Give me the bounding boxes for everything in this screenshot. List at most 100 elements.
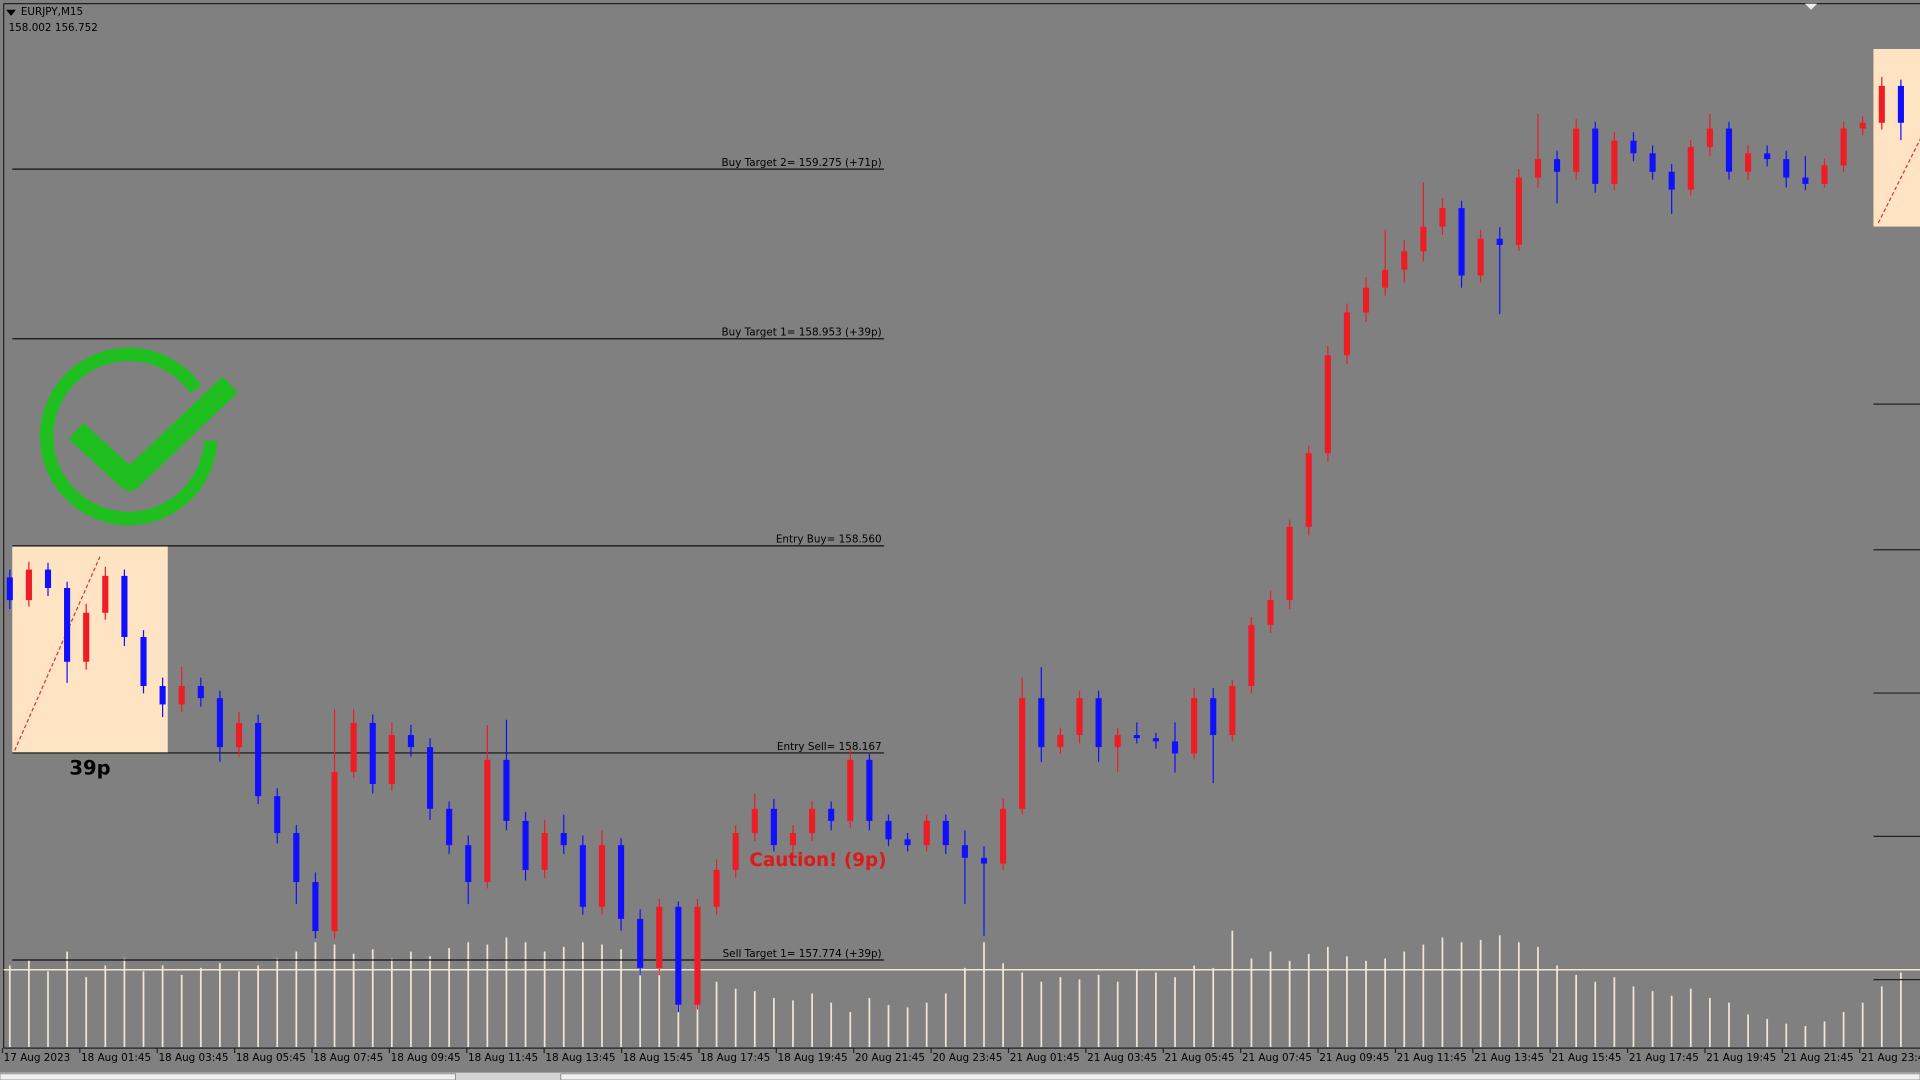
time-label: 18 Aug 19:45 xyxy=(778,1052,848,1064)
level-label: Buy Target 1= 158.953 (+39p) xyxy=(721,327,881,339)
time-label: 18 Aug 15:45 xyxy=(623,1052,693,1064)
candle-body xyxy=(64,588,71,662)
time-label: 18 Aug 05:45 xyxy=(236,1052,306,1064)
candle-body xyxy=(1305,453,1312,527)
candle-body xyxy=(1764,153,1771,160)
menu-arrow[interactable] xyxy=(6,9,16,16)
time-label: 18 Aug 17:45 xyxy=(700,1052,770,1064)
time-label: 20 Aug 23:45 xyxy=(932,1052,1002,1064)
candle-body xyxy=(1859,122,1866,129)
time-label: 21 Aug 17:45 xyxy=(1629,1052,1699,1064)
symbol-title: EURJPY,M15 xyxy=(21,6,83,18)
candle-body xyxy=(1267,600,1274,625)
time-label: 18 Aug 07:45 xyxy=(313,1052,383,1064)
candle-body xyxy=(1324,355,1331,454)
candle-body xyxy=(598,845,606,907)
candle-body xyxy=(675,906,682,1005)
candle-body xyxy=(1802,177,1809,184)
candle-body xyxy=(980,857,988,864)
candle-body xyxy=(159,686,166,705)
time-label: 21 Aug 21:45 xyxy=(1784,1052,1854,1064)
levels: Buy Target 2= 159.275 (+71p) Buy Target 1… xyxy=(12,157,885,961)
candle-body xyxy=(637,918,644,968)
candle-body xyxy=(1000,808,1007,864)
candle-body xyxy=(732,833,739,870)
time-label: 20 Aug 21:45 xyxy=(855,1052,925,1064)
candle-body xyxy=(1897,85,1904,123)
candle-body xyxy=(1362,287,1370,313)
candle-body xyxy=(465,845,472,883)
candle-body xyxy=(1076,698,1083,736)
candle-body xyxy=(407,735,414,748)
candle-body xyxy=(1515,177,1522,246)
time-label: 18 Aug 13:45 xyxy=(545,1052,615,1064)
candle-body xyxy=(1114,735,1121,748)
candle-body xyxy=(235,722,243,748)
candle-body xyxy=(694,906,701,1005)
level-label: Entry Sell= 158.167 xyxy=(777,741,882,753)
candle-body xyxy=(121,575,128,638)
candle-body xyxy=(1745,153,1752,172)
volumes xyxy=(8,930,1902,1047)
time-label: 21 Aug 15:45 xyxy=(1551,1052,1621,1064)
candle-body xyxy=(713,869,720,907)
candle-body xyxy=(1496,238,1503,246)
price-info: 158.002 156.752 xyxy=(9,22,98,34)
candle-body xyxy=(350,722,357,772)
right-marks xyxy=(1873,403,1920,981)
candle-body xyxy=(503,759,510,821)
candle-body xyxy=(1133,735,1140,739)
candle-body xyxy=(6,577,13,601)
candle-body xyxy=(1573,128,1580,172)
check-ring xyxy=(39,347,218,526)
candle-body xyxy=(1420,226,1427,252)
level-label: Entry Buy= 158.560 xyxy=(776,534,882,546)
time-label: 21 Aug 13:45 xyxy=(1474,1052,1544,1064)
tab[interactable] xyxy=(560,1073,1920,1080)
candle-body xyxy=(751,808,758,834)
time-label: 21 Aug 01:45 xyxy=(1010,1052,1080,1064)
candle-body xyxy=(618,845,625,919)
candle-body xyxy=(1171,741,1179,754)
time-label: 21 Aug 23:45 xyxy=(1861,1052,1920,1064)
candle-body xyxy=(197,686,204,699)
candle-body xyxy=(1687,147,1694,190)
candle-body xyxy=(1611,140,1618,184)
candle-body xyxy=(1630,140,1637,154)
level-label: Sell Target 1= 157.774 (+39p) xyxy=(723,948,882,960)
candle-body xyxy=(1382,269,1389,288)
candle-body xyxy=(1286,526,1293,601)
candle-body xyxy=(426,747,434,809)
tab-strip xyxy=(0,1072,1920,1080)
candle-body xyxy=(961,845,968,858)
candle-body xyxy=(847,759,854,821)
candle-body xyxy=(1191,698,1198,754)
time-label: 17 Aug 2023 xyxy=(4,1052,71,1064)
candle-body xyxy=(923,820,930,846)
candle-body xyxy=(1248,624,1255,687)
candle-body xyxy=(828,808,835,821)
candle-body xyxy=(446,808,453,846)
candle-body xyxy=(1878,85,1885,123)
candle-body xyxy=(44,569,52,589)
candle-body xyxy=(1534,159,1542,178)
candle-body xyxy=(1840,128,1847,166)
candle-body xyxy=(866,759,873,821)
candle-body xyxy=(656,906,663,968)
candle-body xyxy=(25,569,32,601)
candle-body xyxy=(1821,165,1828,184)
candle-body xyxy=(293,833,300,883)
candle-body xyxy=(789,833,797,846)
time-axis: 17 Aug 2023 18 Aug 01:45 18 Aug 03:45 18 Au… xyxy=(1,1048,1920,1064)
time-label: 21 Aug 03:45 xyxy=(1087,1052,1157,1064)
candle-body xyxy=(1019,698,1026,809)
candle-body xyxy=(1095,698,1102,748)
candle-body xyxy=(560,833,567,846)
tab[interactable] xyxy=(0,1073,456,1080)
time-label: 18 Aug 11:45 xyxy=(468,1052,538,1064)
time-label: 18 Aug 01:45 xyxy=(81,1052,151,1064)
candle-body xyxy=(579,845,586,907)
